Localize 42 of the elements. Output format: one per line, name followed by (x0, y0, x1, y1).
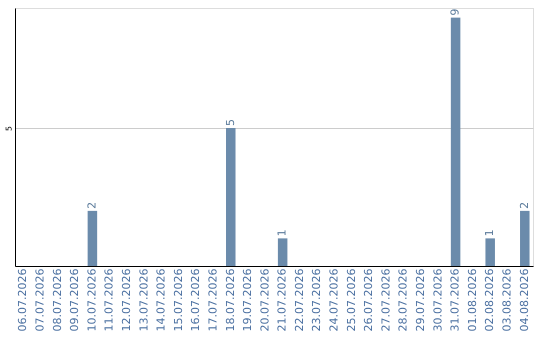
x-tick-label: 08.07.2026 (50, 268, 64, 332)
x-tick-label: 15.07.2026 (172, 268, 185, 332)
x-tick-label: 31.07.2026 (448, 268, 462, 332)
x-tick-label: 27.07.2026 (379, 268, 392, 332)
x-tick-label: 13.07.2026 (137, 268, 150, 332)
x-tick-label: 22.07.2026 (292, 268, 306, 332)
bar (520, 210, 530, 266)
x-tick-label: 26.07.2026 (362, 268, 376, 332)
x-tick-label: 11.07.2026 (102, 268, 116, 332)
x-tick-label: 10.07.2026 (85, 268, 98, 332)
data-label: 2 (518, 202, 531, 209)
x-tick-label: 02.08.2026 (483, 268, 496, 332)
x-tick-label: 17.07.2026 (206, 268, 220, 332)
x-tick-label: 20.07.2026 (258, 268, 272, 332)
data-label: 5 (224, 119, 237, 126)
x-tick-label: 01.08.2026 (466, 268, 479, 332)
x-tick-label: 25.07.2026 (344, 268, 358, 332)
data-label: 1 (276, 229, 289, 236)
x-tick-label: 21.07.2026 (276, 268, 289, 332)
x-tick-label: 16.07.2026 (189, 268, 202, 332)
x-tick-label: 24.07.2026 (328, 268, 341, 332)
bar (88, 210, 98, 266)
bar (278, 238, 288, 266)
x-tick-label: 12.07.2026 (120, 268, 133, 332)
data-label: 2 (85, 202, 98, 209)
x-tick-label: 19.07.2026 (241, 268, 254, 332)
x-tick-label: 30.07.2026 (431, 268, 444, 332)
x-tick-label: 09.07.2026 (68, 268, 82, 332)
x-tick-label: 18.07.2026 (224, 268, 237, 332)
x-tick-label: 28.07.2026 (396, 268, 410, 332)
bar (485, 238, 495, 266)
x-tick-label: 23.07.2026 (310, 268, 324, 332)
x-tick-label: 14.07.2026 (154, 268, 168, 332)
x-tick-label: 07.07.2026 (34, 268, 47, 332)
x-tick-label: 06.07.2026 (16, 268, 30, 332)
bar (450, 18, 460, 266)
data-label: 1 (483, 229, 496, 236)
x-tick-label: 29.07.2026 (414, 268, 428, 332)
x-tick-label: 03.08.2026 (500, 268, 514, 332)
x-tick-label: 04.08.2026 (518, 268, 531, 332)
bar (226, 128, 236, 266)
data-label: 9 (448, 8, 462, 16)
